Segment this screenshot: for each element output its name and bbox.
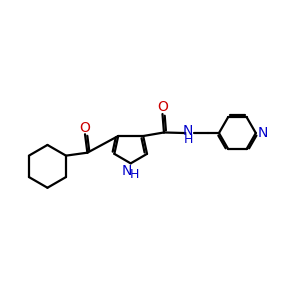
Text: O: O — [157, 100, 168, 115]
Text: N: N — [257, 126, 268, 140]
Text: H: H — [130, 168, 139, 181]
Text: H: H — [184, 133, 193, 146]
Text: N: N — [183, 124, 193, 138]
Text: N: N — [122, 164, 132, 178]
Text: O: O — [80, 121, 91, 135]
